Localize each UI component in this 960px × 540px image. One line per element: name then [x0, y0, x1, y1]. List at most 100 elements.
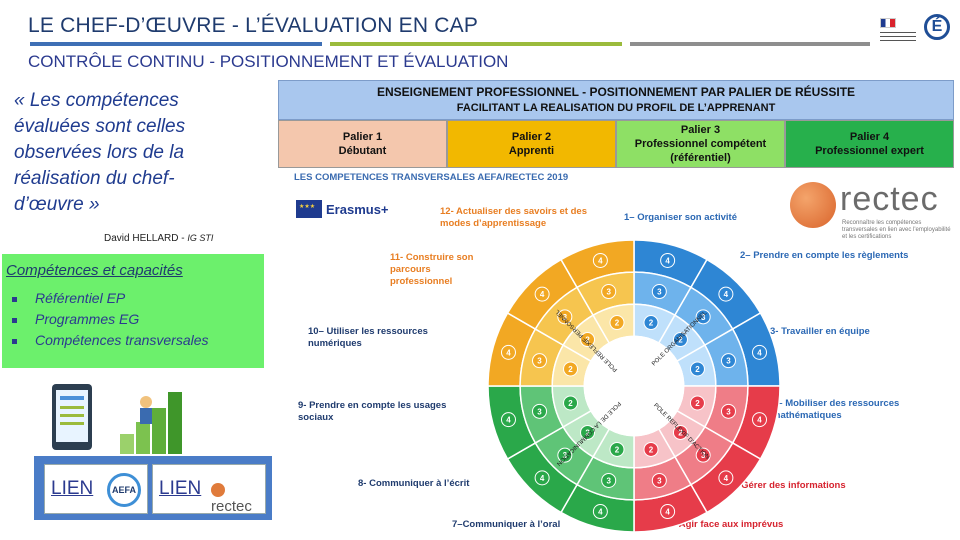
level-badge [718, 286, 734, 302]
level-badge [500, 412, 516, 428]
competence-3-label: 3- Travailler en équipe [770, 326, 870, 337]
level-badge-number: 4 [757, 348, 762, 357]
level-badge-number: 2 [615, 445, 620, 454]
level-badge-number: 2 [585, 336, 590, 345]
level-badge-number: 2 [649, 319, 654, 328]
table-header: ENSEIGNEMENT PROFESSIONNEL - POSITIONNEM… [278, 80, 954, 120]
level-badge-number: 4 [724, 290, 729, 299]
list-item: Programmes EG [12, 309, 209, 330]
level-badge-number: 3 [563, 451, 568, 460]
level-badge [592, 504, 608, 520]
link-label[interactable]: LIEN [159, 478, 202, 499]
bullet-icon [12, 317, 17, 323]
level-badge [532, 353, 548, 369]
eu-flag-icon [296, 200, 322, 218]
level-badge-number: 4 [598, 256, 603, 265]
level-badge [720, 403, 736, 419]
level-badge [534, 286, 550, 302]
competence-2-label: 2– Prendre en compte les règlements [740, 250, 909, 261]
level-badge-number: 3 [726, 357, 731, 366]
level-badge [695, 309, 711, 325]
level-badge [651, 472, 667, 488]
bullet-icon [12, 296, 17, 302]
level-badge [643, 441, 659, 457]
level-badge [500, 344, 516, 360]
level-badge [563, 361, 579, 377]
level-badge-number: 2 [649, 445, 654, 454]
level-badge-number: 3 [606, 476, 611, 485]
rectec-link-button[interactable]: LIEN rectec [152, 464, 266, 515]
level-badge-number: 3 [726, 407, 731, 416]
table-subtitle: FACILITANT LA REALISATION DU PROFIL DE L… [456, 102, 776, 114]
slide-title: LE CHEF-D’ŒUVRE - L’ÉVALUATION EN CAP [28, 14, 479, 37]
competences-heading: Compétences et capacités [6, 262, 183, 279]
level-badge [643, 315, 659, 331]
level-badge-number: 2 [678, 336, 683, 345]
level-badge [557, 309, 573, 325]
level-badge-number: 4 [506, 348, 511, 357]
level-badge [592, 252, 608, 268]
links-panel: LIEN AEFA LIEN rectec [34, 456, 272, 520]
level-badge-number: 4 [724, 474, 729, 483]
level-badge [718, 470, 734, 486]
level-badge [660, 504, 676, 520]
bar-step-icon [120, 434, 134, 454]
level-badge [557, 447, 573, 463]
rectec-mini-logo: rectec [211, 481, 265, 515]
french-flag-icon [880, 18, 896, 28]
level-badge [580, 424, 596, 440]
link-label[interactable]: LIEN [51, 478, 94, 499]
ministry-text-lines [880, 32, 916, 44]
competence-5-label: 5- Gérer des informations [730, 480, 846, 491]
level-3: Palier 3 Professionnel compétent (référent… [616, 120, 785, 168]
level-badge-number: 3 [537, 357, 542, 366]
level-badge-number: 3 [657, 288, 662, 297]
level-badge [672, 424, 688, 440]
title-underline-blue [30, 42, 322, 46]
bullet-icon [12, 338, 17, 344]
aefa-link-button[interactable]: LIEN AEFA [44, 464, 148, 514]
competence-8-label: 8- Communiquer à l’écrit [358, 478, 470, 489]
competence-11-label: 11- Construire son parcours professionne… [390, 252, 474, 287]
level-badge [752, 412, 768, 428]
level-badge [532, 403, 548, 419]
slide-subtitle: CONTRÔLE CONTINU - POSITIONNEMENT ET ÉVA… [28, 52, 509, 71]
level-badge-number: 4 [757, 416, 762, 425]
rectec-ball-icon [790, 182, 836, 228]
level-badge [534, 470, 550, 486]
level-2: Palier 2 Apprenti [447, 120, 616, 168]
level-badge-number: 4 [506, 416, 511, 425]
level-badge [672, 332, 688, 348]
competences-wheel: 432432432432432432432432432432432432POLE… [487, 239, 781, 533]
competence-1-label: 1– Organiser son activité [624, 212, 737, 223]
wheel-caption: LES COMPETENCES TRANSVERSALES AEFA/RECTE… [294, 172, 569, 183]
level-badge [660, 252, 676, 268]
level-badge-number: 3 [701, 451, 706, 460]
rectec-logo: rectec Reconnaître les compétences trans… [790, 180, 954, 240]
levels-row: Palier 1 Débutant Palier 2 Apprenti Palier… [278, 120, 954, 168]
competence-7-label: 7–Communiquer à l’oral [452, 519, 561, 530]
level-badge [695, 447, 711, 463]
level-badge [752, 344, 768, 360]
quote-author: David HELLARD - IG STI [104, 233, 214, 244]
aefa-logo-icon: AEFA [107, 473, 141, 507]
rectec-ball-icon [211, 483, 225, 498]
level-badge [651, 284, 667, 300]
level-badge-number: 2 [568, 399, 573, 408]
level-badge-number: 2 [678, 428, 683, 437]
erasmus-logo: Erasmus+ [296, 200, 389, 220]
competence-10-label: 10– Utiliser les ressources numériques [308, 326, 428, 349]
level-badge-number: 2 [568, 365, 573, 374]
list-item: Référentiel EP [12, 288, 209, 309]
competence-12-label: 12- Actualiser des savoirs et des modes … [440, 206, 587, 229]
level-badge-number: 4 [665, 508, 670, 517]
quote-text: « Les compétences évaluées sont celles o… [14, 90, 186, 215]
level-badge [689, 395, 705, 411]
level-badge-number: 2 [695, 365, 700, 374]
level-badge-number: 2 [585, 428, 590, 437]
level-badge-number: 4 [598, 508, 603, 517]
table-title: ENSEIGNEMENT PROFESSIONNEL - POSITIONNEM… [376, 85, 856, 99]
title-underline-green [330, 42, 622, 46]
competences-panel: Compétences et capacités Référentiel EP … [2, 254, 264, 368]
level-4: Palier 4 Professionnel expert [785, 120, 954, 168]
